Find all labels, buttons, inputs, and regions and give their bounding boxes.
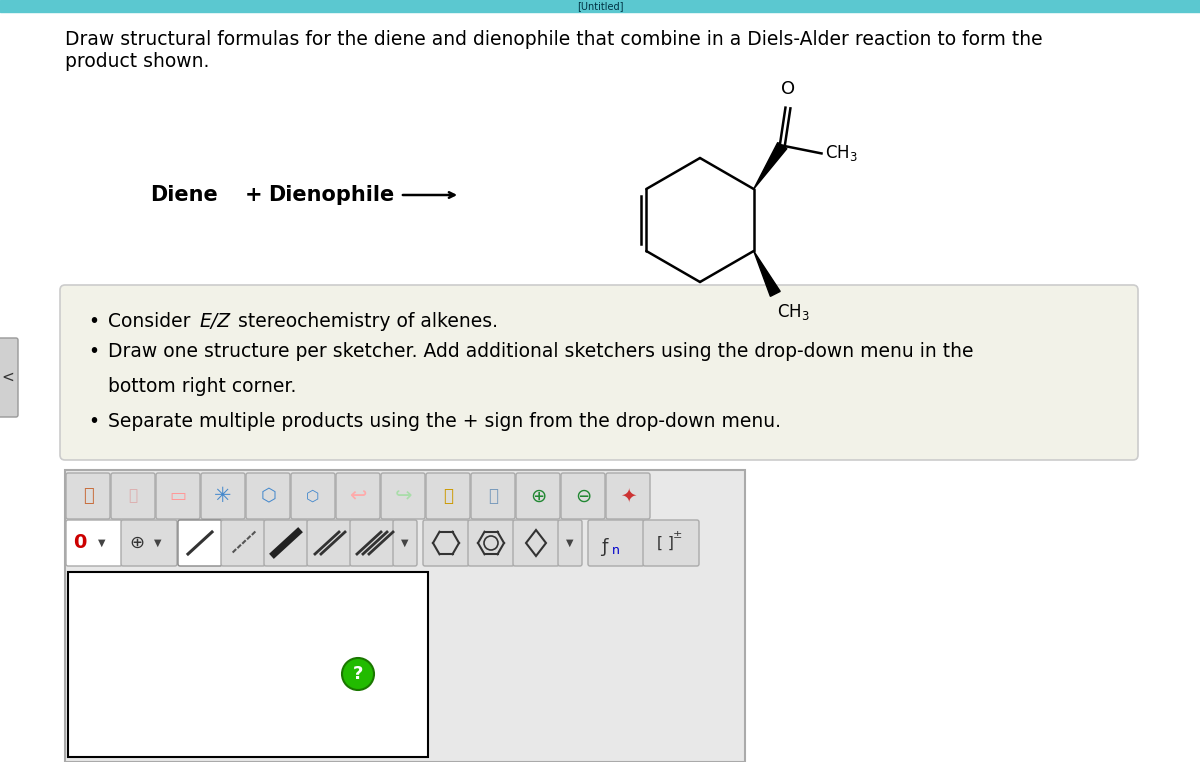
Text: Dienophile: Dienophile: [268, 185, 395, 205]
Bar: [68, 572, 428, 757]
FancyBboxPatch shape: [202, 473, 245, 519]
Text: 📄: 📄: [488, 487, 498, 505]
FancyBboxPatch shape: [350, 520, 394, 566]
Text: product shown.: product shown.: [65, 52, 209, 71]
Text: CH$_3$: CH$_3$: [778, 302, 810, 322]
FancyBboxPatch shape: [66, 473, 110, 519]
FancyBboxPatch shape: [156, 473, 200, 519]
Text: ⬡: ⬡: [306, 488, 319, 504]
Text: •: •: [88, 312, 100, 331]
Bar: [65, 470, 745, 762]
FancyBboxPatch shape: [470, 473, 515, 519]
Text: Consider: Consider: [108, 312, 197, 331]
FancyBboxPatch shape: [336, 473, 380, 519]
FancyBboxPatch shape: [178, 520, 222, 566]
Text: 📋: 📋: [443, 487, 454, 505]
Text: stereochemistry of alkenes.: stereochemistry of alkenes.: [232, 312, 498, 331]
Text: [ ]: [ ]: [656, 536, 673, 550]
FancyBboxPatch shape: [382, 473, 425, 519]
Text: ✋: ✋: [83, 487, 94, 505]
Circle shape: [342, 658, 374, 690]
FancyBboxPatch shape: [643, 520, 698, 566]
FancyBboxPatch shape: [394, 520, 418, 566]
FancyBboxPatch shape: [606, 473, 650, 519]
Text: ✳: ✳: [215, 486, 232, 506]
FancyBboxPatch shape: [292, 473, 335, 519]
Polygon shape: [754, 142, 787, 189]
Text: •: •: [88, 412, 100, 431]
Text: ƒ: ƒ: [601, 538, 607, 556]
Text: Draw structural formulas for the diene and dienophile that combine in a Diels-Al: Draw structural formulas for the diene a…: [65, 30, 1043, 49]
Text: ⊕: ⊕: [530, 486, 546, 505]
Text: Diene: Diene: [150, 185, 217, 205]
Text: <: <: [1, 370, 14, 385]
FancyBboxPatch shape: [0, 338, 18, 417]
Text: ▼: ▼: [401, 538, 409, 548]
Text: bottom right corner.: bottom right corner.: [108, 377, 296, 396]
Text: n: n: [612, 545, 620, 558]
Text: ?: ?: [353, 665, 364, 683]
Text: Draw one structure per sketcher. Add additional sketchers using the drop-down me: Draw one structure per sketcher. Add add…: [108, 342, 973, 361]
FancyBboxPatch shape: [246, 473, 290, 519]
Text: ▼: ▼: [98, 538, 106, 548]
FancyBboxPatch shape: [66, 520, 122, 566]
Text: O: O: [781, 80, 794, 98]
Text: ⬡: ⬡: [260, 487, 276, 505]
FancyBboxPatch shape: [516, 473, 560, 519]
Bar: [0, 0, 1200, 12]
Text: E/Z: E/Z: [200, 312, 232, 331]
Text: Separate multiple products using the + sign from the drop-down menu.: Separate multiple products using the + s…: [108, 412, 781, 431]
FancyBboxPatch shape: [424, 520, 469, 566]
Text: ▼: ▼: [155, 538, 162, 548]
FancyBboxPatch shape: [307, 520, 352, 566]
Text: +: +: [245, 185, 263, 205]
Text: 0: 0: [73, 533, 86, 552]
Text: 🖊: 🖊: [128, 488, 138, 504]
FancyBboxPatch shape: [221, 520, 265, 566]
FancyBboxPatch shape: [60, 285, 1138, 460]
Text: •: •: [88, 342, 100, 361]
FancyBboxPatch shape: [588, 520, 644, 566]
FancyBboxPatch shape: [112, 473, 155, 519]
FancyBboxPatch shape: [514, 520, 559, 566]
Text: ±: ±: [672, 530, 682, 540]
FancyBboxPatch shape: [562, 473, 605, 519]
FancyBboxPatch shape: [426, 473, 470, 519]
Text: ↩: ↩: [349, 486, 367, 506]
FancyBboxPatch shape: [558, 520, 582, 566]
Polygon shape: [754, 251, 780, 296]
FancyBboxPatch shape: [468, 520, 514, 566]
Text: [Untitled]: [Untitled]: [577, 1, 623, 11]
Text: ✦: ✦: [620, 486, 636, 505]
Text: ⊖: ⊖: [575, 486, 592, 505]
FancyBboxPatch shape: [264, 520, 308, 566]
FancyBboxPatch shape: [121, 520, 178, 566]
Text: ▭: ▭: [169, 487, 186, 505]
Text: CH$_3$: CH$_3$: [824, 143, 857, 163]
Text: ↪: ↪: [395, 486, 412, 506]
Text: ▼: ▼: [566, 538, 574, 548]
Text: ⊕: ⊕: [130, 534, 144, 552]
